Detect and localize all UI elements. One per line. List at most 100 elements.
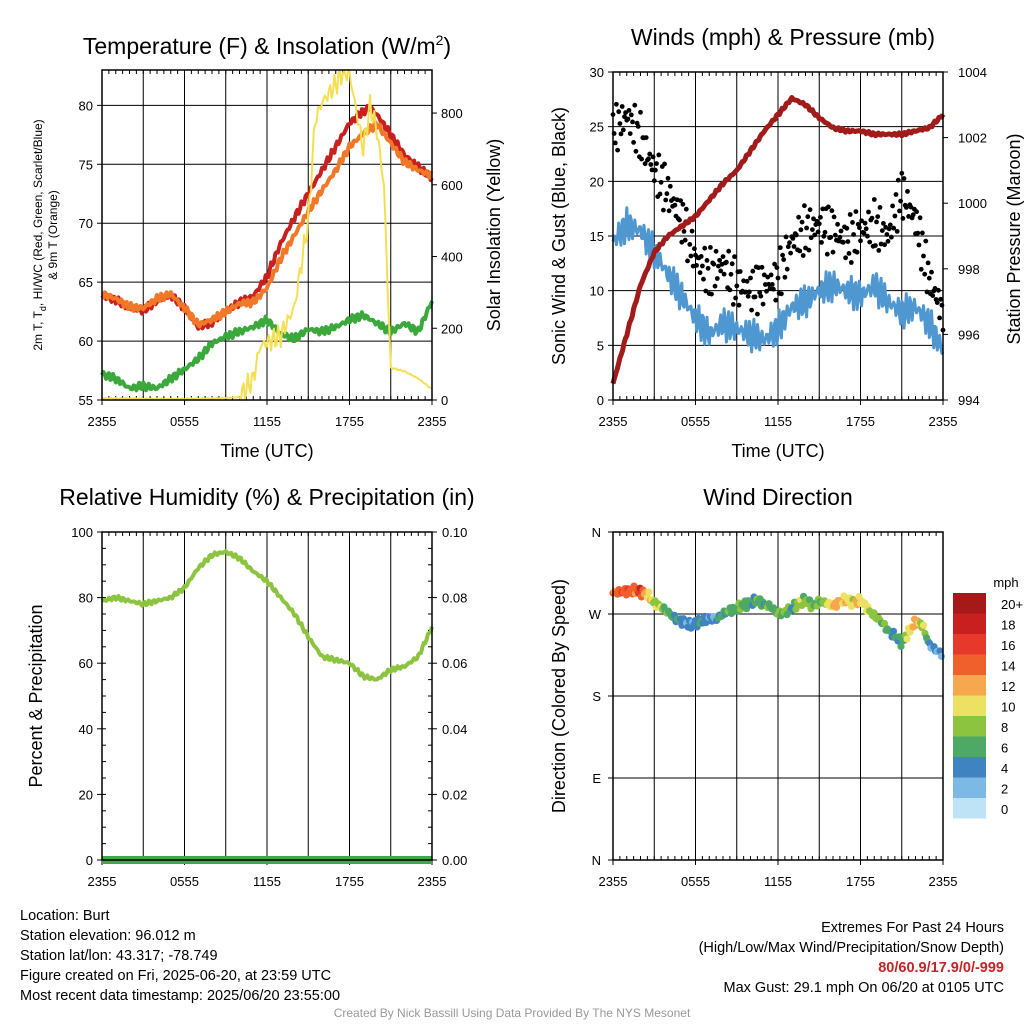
gust-point (633, 148, 639, 154)
gust-point (758, 293, 764, 299)
y-tick-label: 80 (79, 98, 93, 113)
gust-point (682, 237, 688, 243)
direction-point (832, 603, 841, 611)
y-tick-label: 25 (590, 120, 604, 135)
gust-point (718, 268, 724, 274)
y2-tick-label: 994 (958, 393, 980, 408)
gust-point (627, 131, 633, 137)
chart-title: Winds (mph) & Pressure (mb) (631, 24, 935, 50)
y-tick-label: 5 (597, 338, 604, 353)
max-gust: Max Gust: 29.1 mph On 06/20 at 0105 UTC (723, 980, 1004, 996)
gust-point (793, 232, 799, 238)
y-tick-label: N (592, 853, 601, 868)
gust-point (818, 214, 823, 220)
gust-point (846, 251, 852, 256)
gust-point (677, 217, 682, 223)
gust-point (646, 156, 651, 162)
direction-point (805, 596, 814, 604)
y-tick-label: 40 (79, 722, 93, 737)
y-tick-label: 80 (79, 591, 93, 606)
gust-point (859, 218, 864, 224)
x-tick-label: 1155 (253, 874, 281, 889)
gust-point (838, 228, 844, 234)
y2-tick-label: 1002 (958, 131, 987, 146)
y-tick-label: E (592, 771, 601, 786)
gust-point (929, 269, 934, 275)
speed-legend: mph 20+ 18 16 14 12 10 8 6 4 2 0 (953, 575, 1023, 819)
gust-point (796, 214, 801, 220)
gust-point (858, 238, 863, 244)
gust-point (830, 249, 836, 255)
direction-point (645, 588, 653, 596)
gust-point (908, 204, 914, 210)
y-axis-label: 2m T, Td, HI/WC (Red, Green, Scarlet/Blu… (31, 119, 48, 350)
gust-point (867, 239, 873, 245)
gust-point (807, 207, 813, 213)
gust-point (768, 272, 774, 278)
gust-point (832, 232, 838, 238)
gust-point (708, 245, 713, 250)
gust-point (819, 240, 824, 245)
gust-point (657, 191, 663, 197)
panel-1: 2355 0555 1155 1755 235555606570758002004006… (31, 32, 504, 461)
gust-point (761, 272, 767, 278)
gust-point (736, 302, 742, 308)
gust-point (851, 232, 856, 237)
gust-point (705, 265, 711, 271)
x-axis-label: Time (UTC) (220, 441, 313, 461)
y-axis-label: Direction (Colored By Speed) (549, 579, 569, 813)
legend-label: 16 (1001, 638, 1015, 653)
gust-point (701, 276, 706, 282)
chart-title: Wind Direction (703, 484, 853, 510)
gust-point (769, 282, 775, 287)
gust-point (900, 216, 906, 221)
legend-swatch (953, 695, 986, 716)
y-tick-label: 20 (590, 174, 604, 189)
gust-point (650, 154, 656, 160)
gust-point (887, 222, 893, 228)
plot-frame (101, 69, 433, 401)
y2-tick-label: 200 (441, 321, 463, 336)
gust-point (815, 229, 821, 235)
gust-point (879, 228, 885, 234)
direction-point (919, 621, 928, 629)
gust-point (873, 243, 878, 248)
gust-point (843, 255, 848, 261)
extremes-subtitle: (High/Low/Max Wind/Precipitation/Snow De… (698, 940, 1004, 956)
recent-timestamp: Most recent data timestamp: 2025/06/20 2… (20, 988, 341, 1004)
y-tick-label: 10 (590, 284, 604, 299)
gust-point (680, 201, 686, 207)
gust-point (766, 281, 772, 287)
station-info: Location: Burt Station elevation: 96.012… (20, 906, 340, 1006)
station-elevation: Station elevation: 96.012 m (20, 928, 196, 944)
gust-point (727, 287, 733, 293)
gust-point (625, 116, 631, 122)
gust-point (777, 245, 783, 251)
gust-point (688, 253, 694, 259)
gust-point (666, 208, 672, 214)
gust-point (626, 108, 632, 113)
gust-point (903, 205, 909, 210)
y-tick-label: S (592, 689, 601, 704)
y-tick-label: 15 (590, 229, 604, 244)
gust-point (647, 151, 653, 157)
gust-point (665, 175, 671, 181)
gust-point (732, 254, 737, 260)
gust-point (733, 295, 738, 301)
gust-point (782, 274, 788, 280)
rh-line (100, 549, 434, 682)
gust-point (620, 127, 626, 133)
gust-point (820, 206, 826, 212)
gust-point (672, 202, 678, 208)
gust-point (638, 109, 643, 115)
gust-point (759, 264, 765, 270)
y2-tick-label: 1000 (958, 196, 987, 211)
gust-point (771, 286, 776, 292)
legend-swatch (953, 777, 986, 798)
gust-point (790, 236, 796, 241)
x-tick-label: 0555 (681, 874, 710, 889)
direction-point (792, 605, 800, 613)
gust-point (938, 296, 944, 302)
y-tick-label: 75 (79, 157, 93, 172)
gust-point (653, 167, 658, 173)
